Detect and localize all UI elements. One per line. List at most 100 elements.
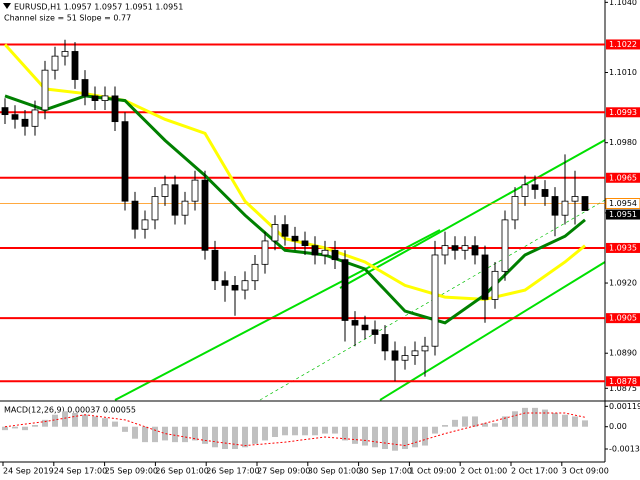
candle-body [291, 235, 299, 242]
candle-body [231, 284, 239, 291]
candle-body [41, 69, 49, 111]
macd-bar [342, 426, 348, 441]
level-label: 1.0965 [609, 173, 637, 182]
candle-body [381, 334, 389, 352]
macd-y-tick-label: 0.00119 [609, 402, 640, 411]
candle-body [421, 345, 429, 352]
macd-bar [22, 426, 28, 431]
candle-body [491, 270, 499, 300]
level-label: 1.0993 [609, 108, 637, 117]
macd-bar [112, 421, 118, 427]
level-tag [606, 107, 640, 118]
macd-bar [552, 413, 558, 427]
y-tick-label: 1.0875 [609, 384, 637, 393]
macd-bar [162, 426, 168, 441]
candle-body [401, 355, 409, 361]
level-tag [606, 39, 640, 50]
macd-bar [12, 426, 18, 429]
macd-bar [252, 426, 258, 444]
macd-bar [312, 426, 318, 436]
candle-body [431, 254, 439, 347]
candle-body [311, 245, 319, 256]
candle-body [71, 51, 79, 80]
macd-title: MACD(12,26,9) 0.00037 0.00055 [4, 406, 136, 415]
candle-body [531, 184, 539, 190]
macd-bar [32, 425, 38, 427]
level-tag [606, 313, 640, 324]
macd-bar [132, 426, 138, 439]
macd-y-tick-label: 0.00 [609, 422, 627, 431]
macd-bar [332, 426, 338, 434]
x-tick-label: 27 Sep 09:00 [257, 467, 310, 476]
macd-y-tick-label: -0.00130 [609, 445, 640, 454]
macd-bar [82, 414, 88, 427]
candle-body [141, 219, 149, 230]
macd-bar [322, 426, 328, 434]
x-tick-label: 30 Sep 17:00 [359, 467, 412, 476]
level-tag [606, 376, 640, 387]
candle-body [331, 249, 339, 261]
candle-body [131, 200, 139, 230]
bid-tag [606, 209, 640, 220]
macd-bar [142, 426, 148, 443]
candle-body [351, 320, 359, 326]
level-label: 1.0935 [609, 243, 637, 252]
candle-body [221, 280, 229, 286]
y-tick-label: 1.0920 [609, 279, 637, 288]
candle-body [121, 121, 129, 202]
candle-body [551, 196, 559, 216]
macd-bar [92, 416, 98, 427]
channel-line [379, 261, 606, 401]
macd-bar [542, 409, 548, 427]
candle-body [451, 245, 459, 251]
candle-body [1, 107, 9, 116]
candle-body [361, 324, 369, 331]
candle-body [281, 224, 289, 237]
level-label: 1.0878 [609, 377, 637, 386]
macd-bar [42, 419, 48, 427]
level-tag [606, 242, 640, 253]
x-tick-label: 24 Sep 2019 [3, 467, 54, 476]
macd-bar [522, 407, 528, 427]
candle-body [261, 240, 269, 265]
macd-bar [432, 426, 438, 434]
channel-info: Channel size = 51 Slope = 0.77 [4, 14, 131, 23]
candle-body [511, 196, 519, 221]
x-tick-label: 2 Oct 17:00 [511, 467, 558, 476]
y-tick-label: 1.1040 [609, 0, 637, 7]
candle-body [391, 350, 399, 361]
ask-label: 1.0954 [609, 199, 637, 208]
level-tag [606, 172, 640, 183]
x-tick-label: 2 Oct 01:00 [460, 467, 507, 476]
macd-bar [302, 426, 308, 436]
candle-body [191, 179, 199, 202]
macd-bar [412, 426, 418, 448]
candle-body [571, 196, 579, 202]
x-tick-label: 30 Sep 01:00 [308, 467, 361, 476]
macd-bar [122, 426, 128, 432]
x-tick-label: 3 Oct 09:00 [562, 467, 609, 476]
candle-body [301, 240, 309, 247]
y-tick-label: 1.1010 [609, 68, 637, 77]
candle-body [81, 79, 89, 97]
macd-bar [172, 426, 178, 443]
macd-bar [292, 426, 298, 436]
macd-bar [202, 426, 208, 444]
macd-bar [422, 426, 428, 446]
macd-bar [102, 418, 108, 427]
macd-bar [442, 425, 448, 427]
macd-bar [352, 426, 358, 444]
macd-bar [52, 414, 58, 427]
chart-title: EURUSD,H1 1.0957 1.0957 1.0951 1.0951 [14, 3, 183, 12]
y-tick-label: 1.0890 [609, 349, 637, 358]
x-tick-label: 26 Sep 01:00 [155, 467, 208, 476]
candle-body [91, 95, 99, 101]
macd-bar [272, 426, 278, 437]
candle-body [521, 184, 529, 197]
ask-tag [605, 198, 640, 210]
candle-body [111, 95, 119, 123]
channel-line [339, 139, 606, 289]
channel-line [114, 229, 441, 401]
candle-body [471, 245, 479, 256]
